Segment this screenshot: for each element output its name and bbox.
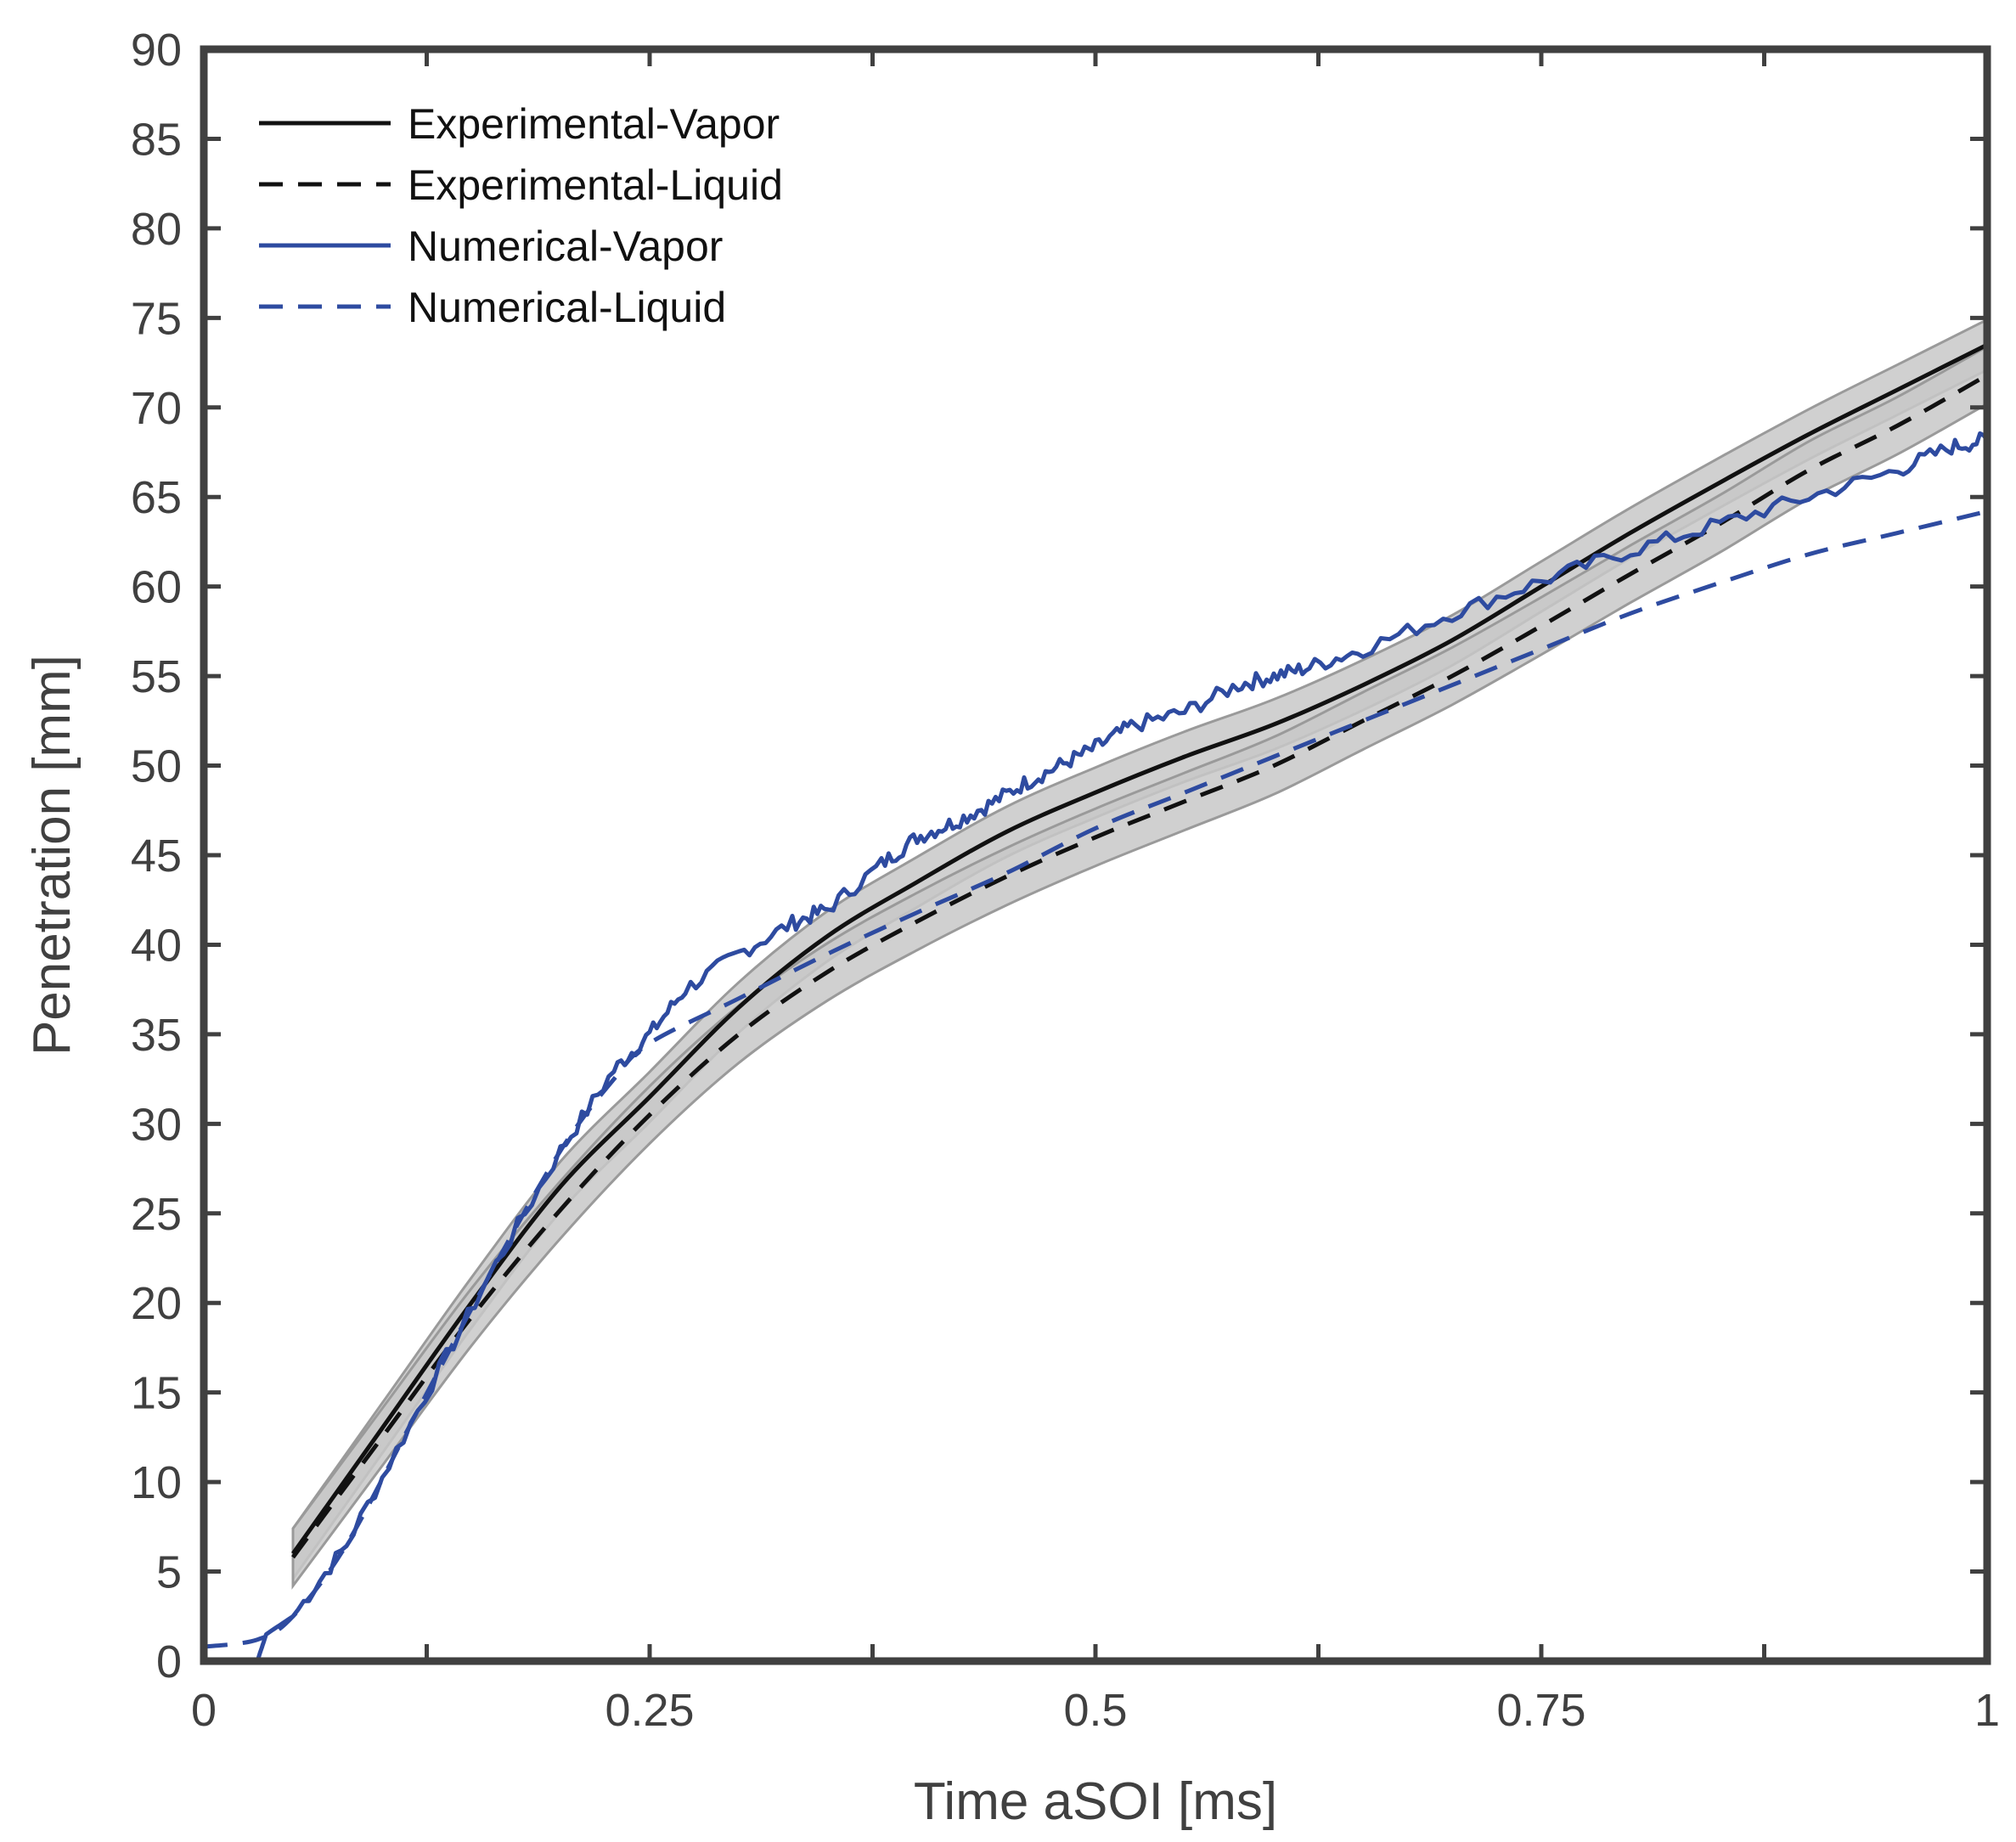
- legend-label: Numerical-Vapor: [408, 223, 723, 270]
- y-tick-label: 40: [131, 920, 182, 971]
- y-tick-label: 85: [131, 114, 182, 165]
- plot-frame: [200, 45, 1991, 1665]
- y-tick-label: 90: [131, 25, 182, 76]
- legend-label: Numerical-Liquid: [408, 284, 726, 331]
- x-tick-label: 0.5: [1063, 1685, 1127, 1736]
- y-tick-label: 5: [156, 1547, 182, 1598]
- y-tick-label: 65: [131, 472, 182, 523]
- confidence-bands: [291, 317, 1989, 1590]
- y-tick-label: 15: [131, 1368, 182, 1419]
- series-lines: [203, 342, 1989, 1664]
- y-tick-label: 70: [131, 383, 182, 434]
- series-line-numerical-liquid: [203, 509, 1988, 1649]
- y-tick-label: 50: [131, 741, 182, 792]
- y-tick-label: 80: [131, 204, 182, 255]
- y-tick-label: 35: [131, 1010, 182, 1061]
- legend-label: Experimental-Liquid: [408, 161, 783, 209]
- y-tick-label: 20: [131, 1278, 182, 1329]
- y-tick-label: 55: [131, 651, 182, 702]
- x-tick-label: 0.75: [1496, 1685, 1585, 1736]
- y-tick-label: 25: [131, 1189, 182, 1240]
- series-line-numerical-vapor: [204, 431, 1989, 1664]
- y-tick-label: 45: [131, 831, 182, 882]
- y-tick-label: 60: [131, 562, 182, 613]
- y-tick-label: 0: [156, 1636, 182, 1687]
- x-tick-label: 0.25: [605, 1685, 694, 1736]
- y-tick-label: 30: [131, 1099, 182, 1150]
- legend: Experimental-Vapor Experimental-Liquid Num…: [259, 100, 783, 331]
- y-tick-label: 75: [131, 293, 182, 344]
- y-axis-title: Penetration [mm]: [23, 655, 82, 1056]
- y-tick-label: 10: [131, 1457, 182, 1508]
- x-tick-label: 0: [191, 1685, 217, 1736]
- confidence-band: [291, 344, 1989, 1590]
- x-tick-label: 1: [1974, 1685, 2000, 1736]
- x-axis-title: Time aSOI [ms]: [914, 1772, 1277, 1831]
- tick-labels: 0 5 10 15 20 25 30 35 40 45 50 55 60 65 70 75 80 85 90 0 0.2…: [131, 25, 2000, 1736]
- series-line-experimental-liquid: [290, 373, 1989, 1559]
- series-line-experimental-vapor: [290, 342, 1989, 1555]
- legend-label: Experimental-Vapor: [408, 100, 780, 148]
